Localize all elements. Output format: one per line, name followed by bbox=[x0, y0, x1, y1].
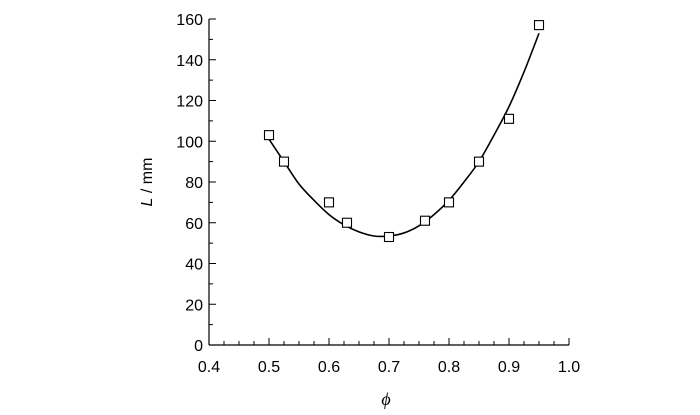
data-point bbox=[503, 113, 515, 124]
y-tick-label: 140 bbox=[176, 53, 203, 70]
data-point bbox=[419, 215, 431, 226]
data-point bbox=[341, 217, 353, 228]
y-tick-label: 0 bbox=[194, 338, 203, 355]
fit-curve bbox=[268, 32, 540, 238]
y-tick-label: 80 bbox=[185, 175, 203, 192]
data-point bbox=[263, 130, 275, 141]
x-tick-label: 0.6 bbox=[318, 359, 340, 376]
y-tick-label: 60 bbox=[185, 216, 203, 233]
fit-curve-group bbox=[268, 32, 540, 238]
x-tick-label: 0.4 bbox=[198, 359, 220, 376]
x-tick-label: 0.5 bbox=[258, 359, 280, 376]
y-tick-label: 100 bbox=[176, 134, 203, 151]
axis-labels: ϕ L / mm bbox=[139, 158, 391, 409]
x-tick-label: 1.0 bbox=[558, 359, 580, 376]
data-point bbox=[443, 197, 455, 208]
x-axis-label: ϕ bbox=[381, 389, 390, 409]
y-tick-label: 20 bbox=[185, 297, 203, 314]
data-point bbox=[383, 231, 395, 243]
data-points bbox=[263, 20, 545, 243]
data-point bbox=[278, 156, 290, 167]
data-point bbox=[533, 20, 545, 31]
y-tick-label: 160 bbox=[176, 12, 203, 29]
y-axis-label: L / mm bbox=[139, 158, 156, 207]
data-point bbox=[473, 156, 485, 167]
x-tick-label: 0.8 bbox=[438, 359, 460, 376]
data-point bbox=[323, 197, 335, 208]
y-tick-label: 120 bbox=[176, 94, 203, 111]
y-axis-label-symbol: L bbox=[139, 198, 156, 207]
axes: 0 20 40 60 80 100 120 140 160 0.4 0.5 0.6 0.7 0.8 0.9 1… bbox=[176, 12, 580, 376]
x-tick-label: 0.9 bbox=[498, 359, 520, 376]
x-tick-label: 0.7 bbox=[378, 359, 400, 376]
y-tick-label: 40 bbox=[185, 257, 203, 274]
y-axis-label-unit: / mm bbox=[139, 158, 156, 198]
